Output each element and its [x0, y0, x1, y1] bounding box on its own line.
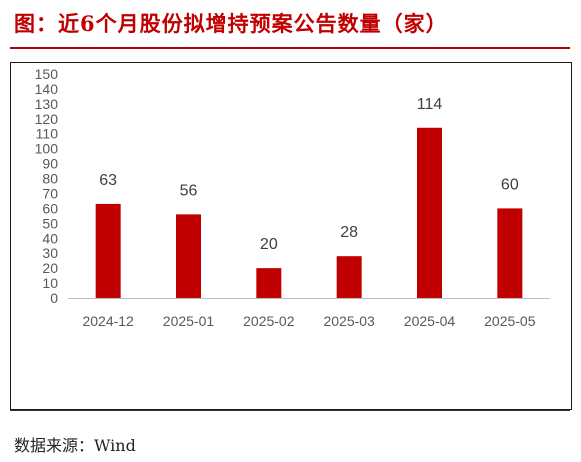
y-tick-label: 120 [35, 111, 59, 127]
bar [417, 127, 442, 298]
bar [497, 208, 523, 298]
y-tick-label: 150 [35, 66, 59, 82]
y-tick-label: 70 [42, 185, 58, 201]
data-label: 20 [260, 236, 278, 253]
y-tick-label: 100 [35, 141, 59, 157]
source-note: 数据来源：Wind [14, 436, 136, 455]
x-tick-label: 2025-03 [323, 313, 375, 329]
bar [256, 268, 282, 298]
y-tick-label: 130 [35, 96, 59, 112]
data-label: 60 [501, 176, 519, 193]
y-tick-label: 50 [42, 215, 58, 231]
y-tick-label: 0 [50, 290, 58, 306]
y-tick-label: 80 [42, 171, 58, 187]
x-tick-label: 2025-02 [243, 313, 295, 329]
data-label: 56 [180, 182, 198, 199]
y-tick-label: 10 [42, 275, 58, 291]
y-tick-label: 30 [42, 245, 58, 261]
chart-frame [10, 62, 572, 410]
data-label: 63 [99, 172, 117, 189]
x-tick-label: 2025-04 [404, 313, 456, 329]
bar [176, 214, 201, 298]
y-tick-label: 60 [42, 200, 58, 216]
bar [336, 256, 362, 298]
data-label: 114 [417, 96, 443, 113]
y-tick-label: 140 [35, 81, 59, 97]
y-tick-label: 20 [42, 260, 58, 276]
chart-title: 图：近6个月股份拟增持预案公告数量（家） [14, 11, 448, 36]
x-tick-label: 2025-05 [484, 313, 536, 329]
y-tick-label: 40 [42, 230, 58, 246]
x-tick-label: 2025-01 [163, 313, 215, 329]
y-tick-label: 110 [36, 126, 59, 142]
y-tick-label: 90 [42, 156, 58, 172]
data-label: 28 [340, 224, 358, 241]
x-tick-label: 2024-12 [82, 313, 134, 329]
bar [95, 203, 121, 298]
title-divider [10, 47, 570, 49]
source-divider [10, 410, 570, 411]
